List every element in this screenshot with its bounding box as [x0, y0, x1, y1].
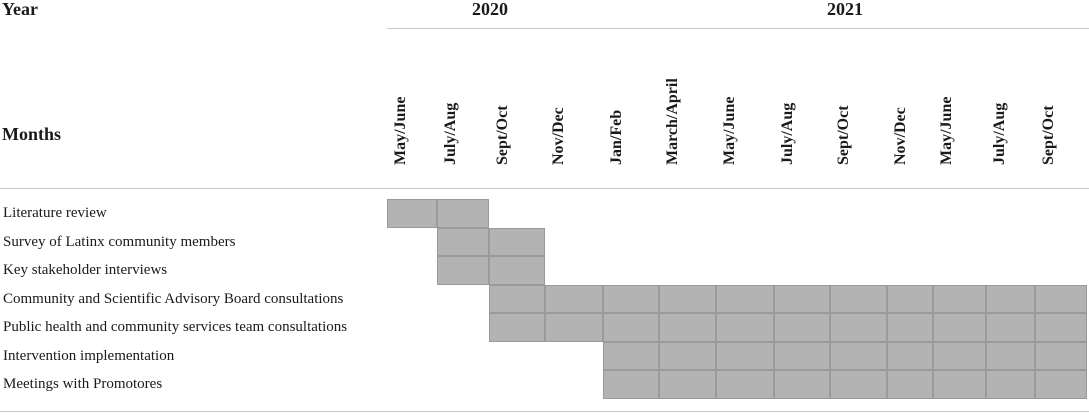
- schedule-cell: [489, 227, 545, 256]
- header-rule: [0, 188, 1089, 189]
- month-header: Sept/Oct: [494, 105, 511, 165]
- schedule-cell: [887, 313, 933, 342]
- schedule-cell: [887, 370, 933, 399]
- month-header: July/Aug: [442, 102, 459, 165]
- schedule-cell: [1035, 284, 1087, 313]
- month-header: Sept/Oct: [1040, 105, 1057, 165]
- schedule-cell: [603, 341, 659, 370]
- year-2021-label: 2021: [827, 0, 863, 19]
- task-label: Key stakeholder interviews: [3, 262, 168, 278]
- schedule-cell: [933, 313, 986, 342]
- schedule-cell: [830, 313, 887, 342]
- month-header: Nov/Dec: [892, 107, 909, 165]
- task-label: Meetings with Promotores: [3, 376, 163, 392]
- schedule-cell: [716, 370, 774, 399]
- schedule-cell: [603, 284, 659, 313]
- task-label: Public health and community services tea…: [3, 319, 348, 335]
- schedule-cell: [774, 313, 830, 342]
- schedule-cell: [1035, 370, 1087, 399]
- schedule-cell: [986, 313, 1035, 342]
- schedule-cell: [830, 370, 887, 399]
- year-rule: [387, 28, 1089, 29]
- schedule-cell: [659, 341, 716, 370]
- schedule-cell: [387, 199, 437, 228]
- schedule-cell: [774, 341, 830, 370]
- task-label: Survey of Latinx community members: [3, 233, 236, 250]
- month-header: May/June: [938, 96, 955, 165]
- schedule-cell: [437, 227, 489, 256]
- month-header: March/April: [664, 78, 681, 165]
- schedule-cell: [437, 199, 489, 228]
- month-header: Nov/Dec: [550, 107, 567, 165]
- month-header: July/Aug: [991, 102, 1008, 165]
- schedule-cell: [659, 370, 716, 399]
- schedule-cell: [1035, 313, 1087, 342]
- schedule-cell: [659, 284, 716, 313]
- task-label: Intervention implementation: [3, 347, 175, 364]
- schedule-cell: [774, 284, 830, 313]
- schedule-cell: [489, 256, 545, 285]
- schedule-cell: [603, 313, 659, 342]
- month-header: Jan/Feb: [608, 109, 625, 165]
- schedule-cell: [986, 284, 1035, 313]
- schedule-cell: [545, 313, 603, 342]
- schedule-cell: [933, 341, 986, 370]
- schedule-cell: [489, 284, 545, 313]
- schedule-cell: [716, 341, 774, 370]
- schedule-cell: [603, 370, 659, 399]
- schedule-cell: [986, 370, 1035, 399]
- schedule-cell: [887, 284, 933, 313]
- schedule-cell: [659, 313, 716, 342]
- schedule-cell: [716, 284, 774, 313]
- schedule-cell: [545, 284, 603, 313]
- schedule-cell: [830, 341, 887, 370]
- month-header: July/Aug: [779, 102, 796, 165]
- schedule-cell: [716, 313, 774, 342]
- month-header: May/June: [721, 96, 738, 165]
- schedule-cell: [437, 256, 489, 285]
- schedule-cell: [830, 284, 887, 313]
- task-label: Community and Scientific Advisory Board …: [3, 290, 344, 307]
- schedule-cell: [933, 284, 986, 313]
- schedule-cell: [887, 341, 933, 370]
- schedule-cell: [489, 313, 545, 342]
- month-header: May/June: [392, 96, 409, 165]
- schedule-cell: [1035, 341, 1087, 370]
- bottom-rule: [0, 411, 1089, 412]
- year-2020-label: 2020: [472, 0, 508, 19]
- year-header: Year: [2, 0, 38, 19]
- task-label: Literature review: [3, 205, 107, 221]
- schedule-cell: [986, 341, 1035, 370]
- months-header: Months: [2, 124, 62, 144]
- month-header: Sept/Oct: [835, 105, 852, 165]
- schedule-cell: [774, 370, 830, 399]
- schedule-cell: [933, 370, 986, 399]
